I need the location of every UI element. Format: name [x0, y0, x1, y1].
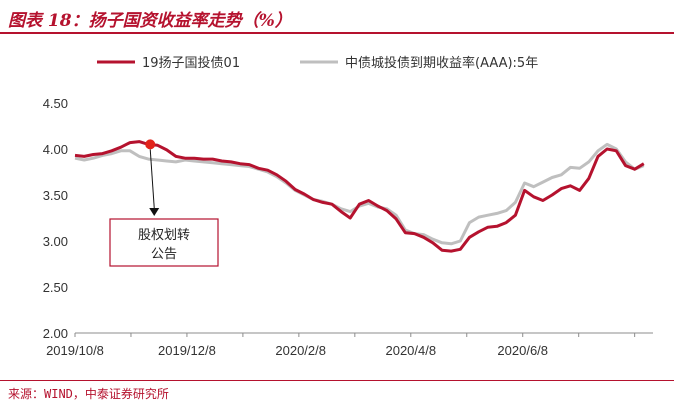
x-axis: 2019/10/8 2019/12/8 2020/2/8 2020/4/8 2020/6…	[46, 332, 653, 358]
y-tick-label-5: 4.50	[43, 96, 68, 111]
x-tick-label-3: 2020/4/8	[385, 343, 436, 358]
annotation-arrow-line	[149, 149, 155, 209]
series-line-1	[74, 140, 645, 253]
annotation-arrow-head	[149, 208, 160, 216]
annotation-box	[109, 218, 219, 267]
y-tick-label-1: 2.50	[43, 280, 68, 295]
plot-area	[74, 140, 645, 253]
legend-label-series-1: 19扬子国投债01	[142, 55, 240, 71]
annotation-marker	[145, 139, 156, 150]
x-tick-label-2: 2020/2/8	[275, 343, 326, 358]
legend-label-series-2: 中债城投债到期收益率(AAA):5年	[345, 55, 538, 71]
chart-svg: 19扬子国投债01 中债城投债到期收益率(AAA):5年 2.00 2.50 3.0…	[43, 55, 653, 358]
source-divider	[0, 380, 674, 381]
x-tick-label-0: 2019/10/8	[46, 343, 104, 358]
y-tick-label-3: 3.50	[43, 188, 68, 203]
annotation: 股权划转 公告	[109, 139, 219, 267]
legend: 19扬子国投债01 中债城投债到期收益率(AAA):5年	[97, 55, 538, 71]
y-tick-label-2: 3.00	[43, 234, 68, 249]
y-tick-label-0: 2.00	[43, 326, 68, 341]
x-tick-label-1: 2019/12/8	[158, 343, 216, 358]
y-axis: 2.00 2.50 3.00 3.50 4.00 4.50	[43, 96, 68, 341]
annotation-text-line-2: 公告	[151, 247, 177, 262]
y-tick-label-4: 4.00	[43, 142, 68, 157]
annotation-text-line-1: 股权划转	[138, 227, 190, 243]
page-title: 图表 18：扬子国资收益率走势（%）	[8, 11, 292, 31]
x-tick-label-4: 2020/6/8	[497, 343, 548, 358]
source-note: 来源：WIND，中泰证券研究所	[8, 387, 169, 401]
title-divider	[0, 32, 674, 34]
